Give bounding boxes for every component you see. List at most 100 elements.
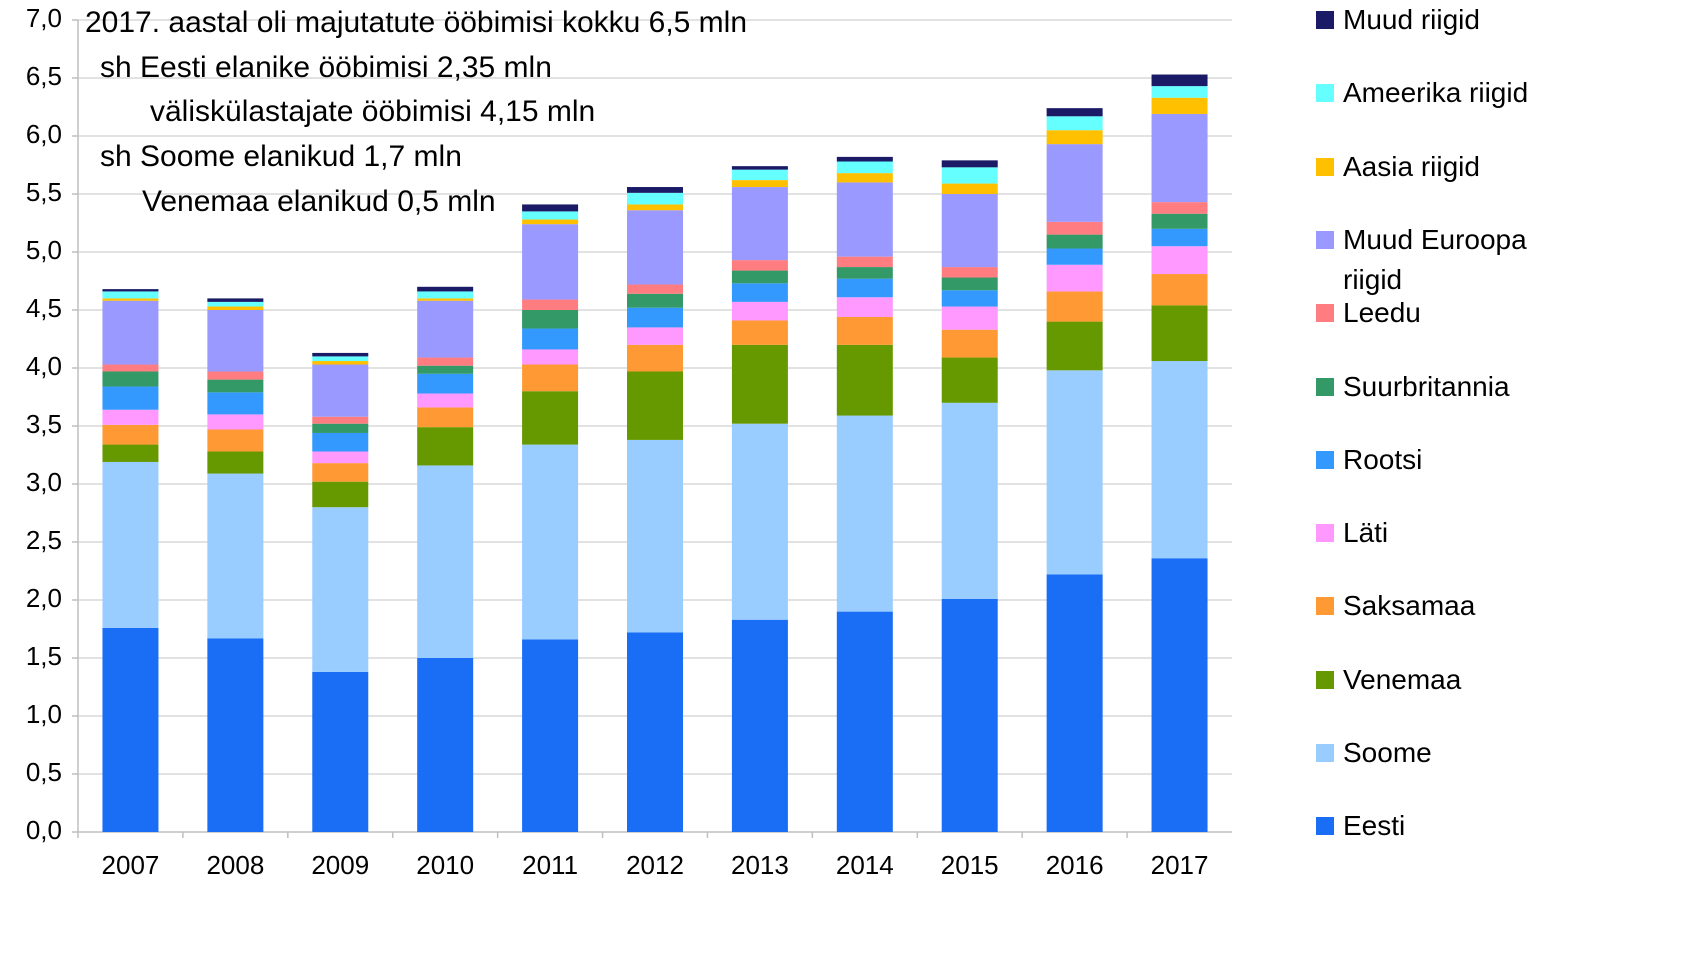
bar-segment — [941, 402, 998, 599]
bar-segment — [1151, 228, 1208, 247]
bar-segment — [941, 290, 998, 307]
bar-segment — [417, 291, 474, 299]
legend-swatch — [1316, 744, 1334, 762]
bar-segment — [1151, 86, 1208, 98]
bar-segment — [836, 256, 893, 268]
bar-segment — [1046, 264, 1103, 292]
x-tick-label: 2009 — [311, 850, 369, 880]
legend-swatch — [1316, 597, 1334, 616]
bar-segment — [522, 219, 579, 225]
y-tick-label: 4,5 — [26, 293, 62, 323]
bar-segment — [522, 391, 579, 445]
bar-segment — [102, 409, 159, 425]
bar-segment — [1046, 116, 1103, 131]
bar-segment — [417, 365, 474, 374]
bar-segment — [1046, 574, 1103, 832]
bar-segment — [627, 204, 683, 211]
bar-segment — [102, 289, 159, 292]
bar-segment — [731, 187, 788, 261]
x-tick-label: 2014 — [836, 850, 894, 880]
bar-segment — [207, 301, 264, 307]
annotation: sh Soome elanikud 1,7 mln — [100, 140, 462, 173]
bar-segment — [731, 344, 788, 424]
bar-segment — [207, 638, 264, 832]
x-tick-label: 2008 — [206, 850, 264, 880]
bar-segment — [1046, 248, 1103, 265]
bar-segment — [836, 344, 893, 416]
bar-segment — [627, 371, 683, 440]
bar-segment — [627, 632, 683, 832]
bar-segment — [312, 451, 369, 464]
legend-label: Muud Euroopa riigid — [1343, 223, 1527, 295]
bar-segment — [522, 204, 579, 212]
y-tick-label: 1,5 — [26, 641, 62, 671]
bar-segment — [102, 371, 159, 387]
legend-label: Saksamaa — [1343, 590, 1476, 622]
bar-segment — [1151, 558, 1208, 832]
legend-swatch — [1316, 11, 1334, 29]
bar-segment — [941, 357, 998, 403]
bar-segment — [207, 371, 264, 380]
bar-segment — [731, 270, 788, 284]
bar-segment — [1151, 74, 1208, 87]
bar-segment — [627, 293, 683, 308]
legend-swatch — [1316, 377, 1334, 396]
bar-segment — [312, 481, 369, 508]
bar-segment — [836, 278, 893, 298]
legend-label: Muud riigid — [1343, 4, 1480, 35]
bar-segment — [836, 316, 893, 345]
bar-segment — [207, 310, 264, 372]
legend-swatch — [1316, 450, 1334, 469]
bar-segment — [1151, 97, 1208, 114]
bar-segment — [312, 364, 369, 417]
bar-segment — [522, 310, 579, 329]
bar-segment — [522, 444, 579, 640]
bar-segment — [941, 194, 998, 268]
y-tick-label: 3,5 — [26, 409, 62, 439]
bar-segment — [102, 461, 159, 628]
legend-label: Eesti — [1343, 810, 1406, 842]
legend-swatch — [1316, 304, 1334, 323]
legend-label: Rootsi — [1343, 443, 1423, 475]
legend-swatch — [1316, 670, 1334, 689]
bar-segment — [627, 187, 683, 193]
bar-segment — [731, 283, 788, 302]
bar-segment — [941, 267, 998, 278]
bar-segment — [731, 320, 788, 345]
bar-segment — [941, 329, 998, 358]
bar-segment — [522, 364, 579, 392]
y-tick-label: 5,5 — [26, 177, 62, 207]
legend-swatch — [1316, 230, 1334, 249]
annotation: Venemaa elanikud 0,5 mln — [142, 185, 496, 218]
bar-segment — [627, 284, 683, 294]
bar-segment — [1046, 108, 1103, 117]
bar-segment — [522, 299, 579, 310]
bar-segment — [102, 627, 159, 832]
bar-segment — [522, 211, 579, 220]
bar-segment — [207, 298, 264, 302]
bar-segment — [836, 173, 893, 183]
bar-segment — [417, 393, 474, 408]
bar-segment — [731, 180, 788, 188]
bar-segment — [312, 423, 369, 433]
y-tick-label: 2,0 — [26, 583, 62, 613]
bar-segment — [207, 379, 264, 393]
bar-segment — [312, 671, 369, 832]
bar-segment — [1046, 130, 1103, 145]
legend-label: Läti — [1343, 517, 1389, 549]
bar-segment — [522, 328, 579, 350]
bar-segment — [1151, 113, 1208, 203]
y-tick-label: 7,0 — [26, 3, 62, 33]
y-tick-label: 6,5 — [26, 61, 62, 91]
bar-segment — [731, 619, 788, 832]
bar-segment — [522, 349, 579, 365]
legend-swatch — [1316, 524, 1334, 543]
bar-segment — [522, 639, 579, 832]
bar-segment — [1046, 221, 1103, 235]
bar-segment — [836, 297, 893, 317]
bar-segment — [1046, 291, 1103, 322]
legend-label: Aasia riigid — [1343, 150, 1480, 182]
y-tick-label: 0,5 — [26, 757, 62, 787]
annotation: 2017. aastal oli majutatute ööbimisi kok… — [85, 6, 747, 39]
